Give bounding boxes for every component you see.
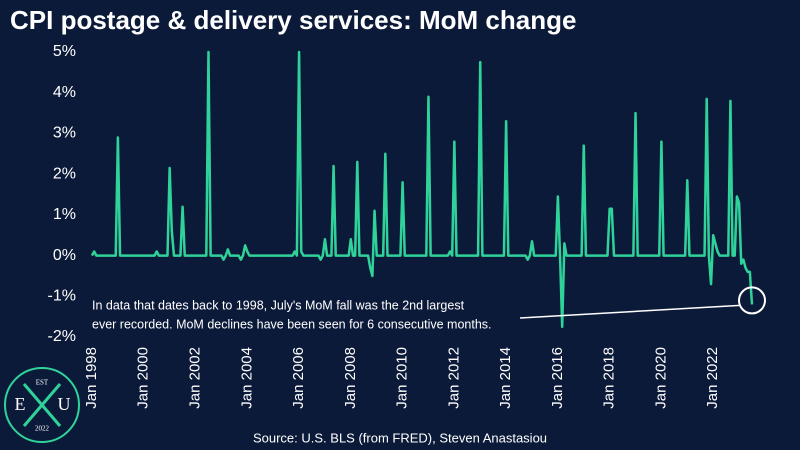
y-tick-label: 0% — [53, 247, 76, 264]
x-tick-label: Jan 2008 — [342, 347, 359, 409]
annotation-arrow — [519, 304, 741, 319]
y-tick-label: 2% — [53, 165, 76, 182]
source: Source: U.S. BLS (from FRED), Steven Ana… — [253, 430, 547, 445]
y-tick-label: 3% — [53, 125, 76, 142]
y-tick-label: -1% — [48, 288, 76, 305]
x-tick-label: Jan 2014 — [497, 347, 514, 409]
x-tick-label: Jan 2004 — [238, 347, 255, 409]
logo-text: EST — [36, 379, 49, 387]
x-tick-label: Jan 2020 — [652, 347, 669, 409]
logo-text: U — [58, 394, 71, 414]
annotation: ever recorded. MoM declines have been se… — [92, 317, 492, 331]
highlight-circle — [738, 286, 766, 315]
annotation-box — [88, 293, 740, 335]
x-tick-label: Jan 2018 — [601, 347, 618, 409]
logo-text: 2022 — [35, 425, 50, 433]
x-tick-label: Jan 1998 — [83, 347, 100, 409]
x-tick-label: Jan 2022 — [704, 347, 721, 409]
logo: EST E U 2022 — [4, 367, 80, 443]
x-tick-label: Jan 2002 — [186, 347, 203, 409]
x-tick-label: Jan 2006 — [290, 347, 307, 409]
x-tick-label: Jan 2010 — [394, 347, 411, 409]
chart-title: CPI postage & delivery services: MoM cha… — [10, 5, 576, 35]
x-tick-label: Jan 2012 — [445, 347, 462, 409]
y-tick-label: 1% — [53, 206, 76, 223]
y-tick-label: -2% — [48, 328, 76, 345]
x-tick-label: Jan 2000 — [135, 347, 152, 409]
line — [90, 50, 754, 329]
logo-x — [22, 383, 62, 427]
y-tick-label: 5% — [53, 43, 76, 60]
logo-text: E — [15, 394, 26, 414]
annotation: In data that dates back to 1998, July's … — [92, 298, 465, 312]
y-tick-label: 4% — [53, 84, 76, 101]
logo-ring — [4, 367, 80, 443]
x-tick-label: Jan 2016 — [549, 347, 566, 409]
